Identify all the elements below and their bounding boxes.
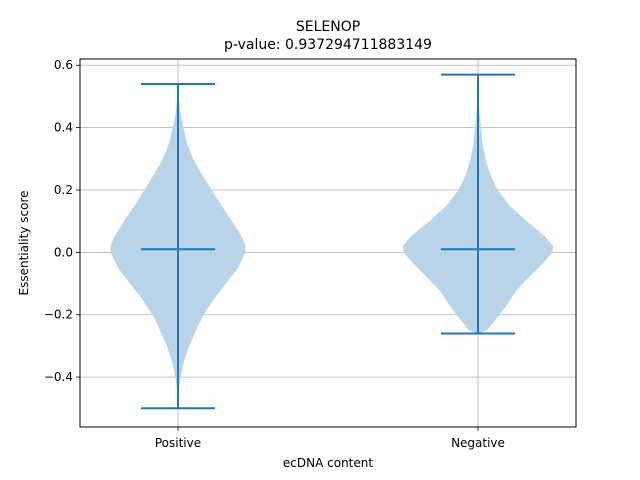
chart-title: SELENOP [296,19,360,35]
y-tick-label: 0.2 [54,183,73,197]
y-axis-label: Essentiality score [17,191,31,296]
x-tick-label: Positive [155,436,201,450]
y-tick-label: 0.4 [54,121,73,135]
y-tick-label: −0.2 [44,308,73,322]
y-tick-label: 0.6 [54,58,73,72]
x-tick-label: Negative [451,436,505,450]
y-tick-label: 0.0 [54,245,73,259]
chart-subtitle: p-value: 0.937294711883149 [224,37,432,53]
axis-ticks: −0.4 −0.2 0.0 0.2 0.4 0.6 Positive Negative [44,58,505,450]
y-tick-label: −0.4 [44,370,73,384]
x-axis-label: ecDNA content [283,456,373,470]
violins [110,73,553,410]
plot-frame [79,58,577,428]
